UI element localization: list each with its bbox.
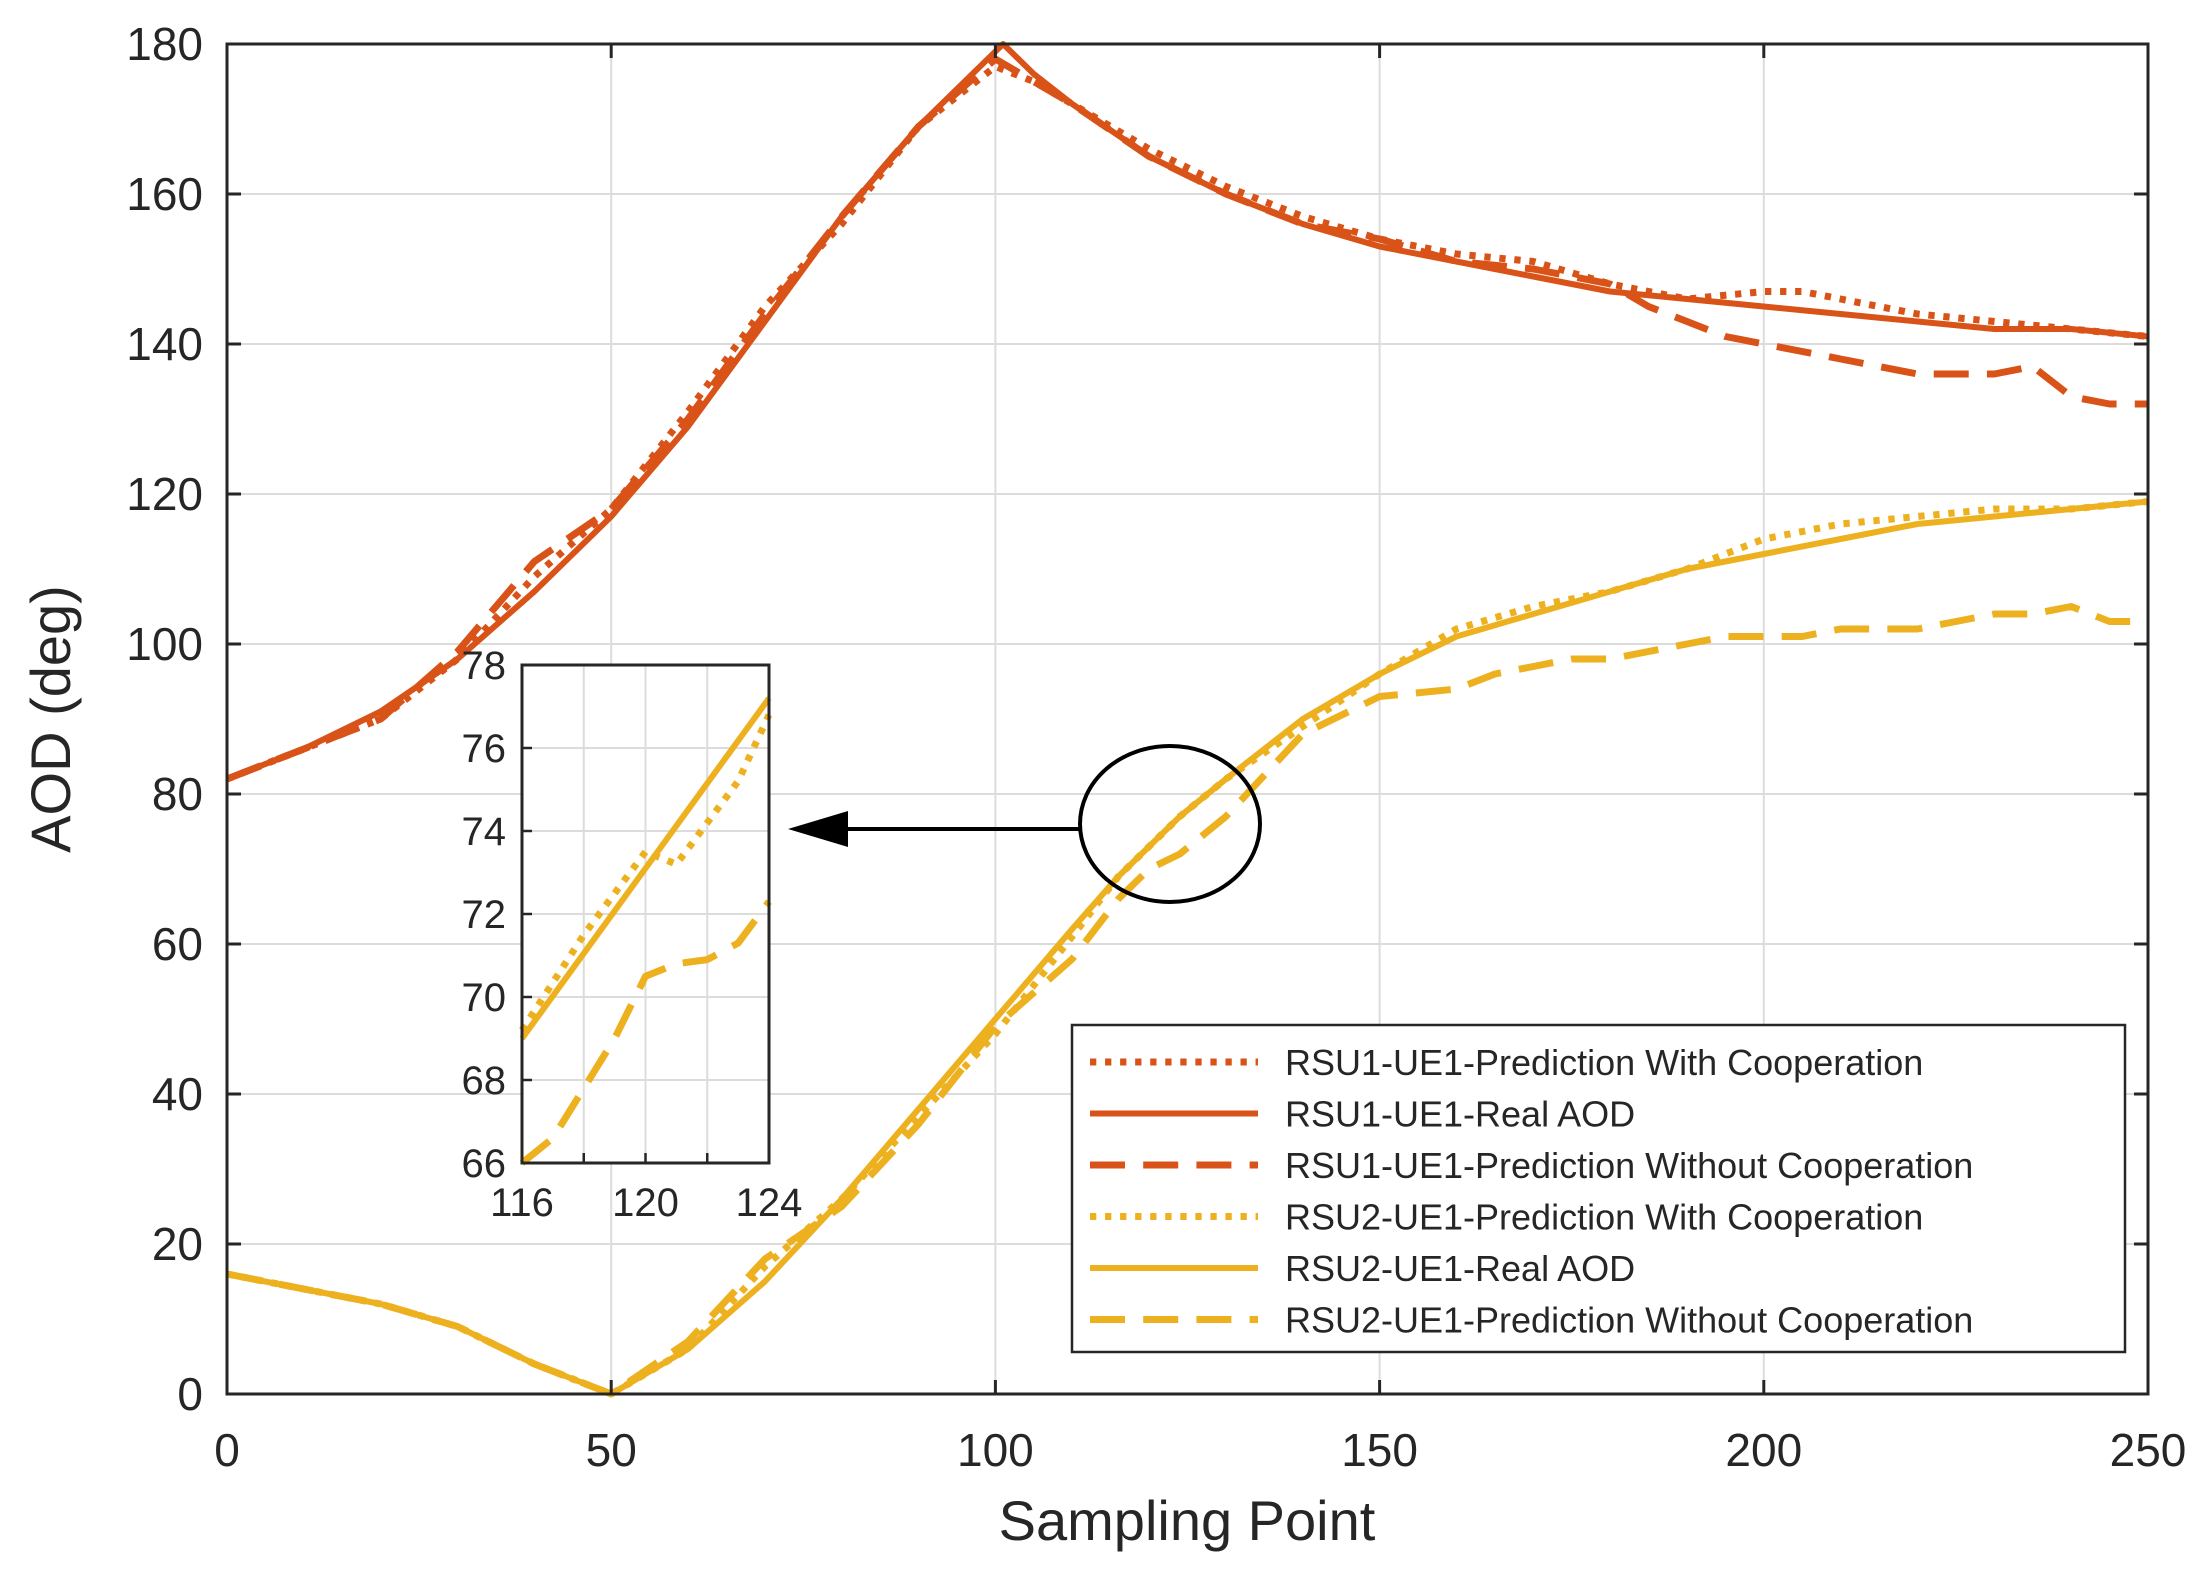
y-tick-label: 100 [126, 618, 203, 670]
y-axis-title: AOD (deg) [19, 585, 82, 853]
legend: RSU1-UE1-Prediction With Cooperation RSU1… [1070, 1023, 2127, 1354]
legend-label-4: RSU2-UE1-Prediction With Cooperation [1285, 1197, 1923, 1238]
inset-y-tick-label: 68 [462, 1059, 507, 1103]
inset-x-tick-label: 120 [612, 1181, 679, 1225]
inset-y-tick-label: 76 [462, 727, 507, 771]
y-tick-label: 160 [126, 168, 203, 220]
inset-y-tick-label: 66 [462, 1142, 507, 1186]
y-tick-label: 180 [126, 18, 203, 70]
y-tick-label: 120 [126, 468, 203, 520]
inset-series-line-3 [519, 899, 772, 1166]
series-line-2 [225, 41, 2149, 782]
legend-label-1: RSU1-UE1-Prediction With Cooperation [1285, 1042, 1923, 1083]
plot-frame [225, 42, 2150, 1396]
x-tick-label: 100 [957, 1424, 1034, 1476]
legend-label-6: RSU2-UE1-Prediction Without Cooperation [1285, 1300, 1973, 1341]
inset-series-line-1 [519, 696, 772, 1041]
inset-x-tick-label: 124 [736, 1181, 803, 1225]
series-line-1 [225, 63, 2149, 783]
inset-y-tick-label: 78 [462, 644, 507, 688]
inset-x-tick-label: 116 [490, 1181, 554, 1225]
x-tick-label: 50 [586, 1424, 637, 1476]
inset-y-tick-label: 70 [462, 976, 507, 1020]
y-tick-label: 40 [152, 1068, 203, 1120]
inset-chart: 116 120 124 66 68 70 72 74 76 78 [462, 644, 803, 1225]
y-tick-label: 60 [152, 918, 203, 970]
x-axis-title: Sampling Point [999, 1489, 1376, 1552]
legend-label-3: RSU1-UE1-Prediction Without Cooperation [1285, 1145, 1973, 1186]
inset-series-group [519, 696, 773, 1166]
inset-y-tick-label: 72 [462, 893, 507, 937]
inset-y-tick-label: 74 [462, 810, 507, 854]
y-tick-label: 20 [152, 1218, 203, 1270]
legend-box [1070, 1023, 2127, 1354]
zoom-ellipse [1078, 744, 1262, 904]
series-line-6 [226, 603, 2148, 1398]
axis-ticks: 0 50 100 150 200 250 0 20 40 60 80 100 120 140 160 180 [126, 18, 2186, 1476]
legend-label-2: RSU1-UE1-Real AOD [1285, 1094, 1635, 1135]
series-line-3 [225, 55, 2148, 783]
y-tick-label: 80 [152, 768, 203, 820]
legend-label-5: RSU2-UE1-Real AOD [1285, 1248, 1635, 1289]
x-tick-label: 250 [2110, 1424, 2187, 1476]
main-series-group [225, 41, 2149, 1398]
x-tick-label: 150 [1341, 1424, 1418, 1476]
series-line-5 [226, 498, 2149, 1397]
x-tick-label: 200 [1725, 1424, 1802, 1476]
inset-axis-ticks: 116 120 124 66 68 70 72 74 76 78 [462, 644, 803, 1225]
x-tick-label: 0 [214, 1424, 240, 1476]
y-tick-label: 140 [126, 318, 203, 370]
y-tick-label: 0 [177, 1368, 203, 1420]
zoom-arrowhead [788, 811, 848, 847]
